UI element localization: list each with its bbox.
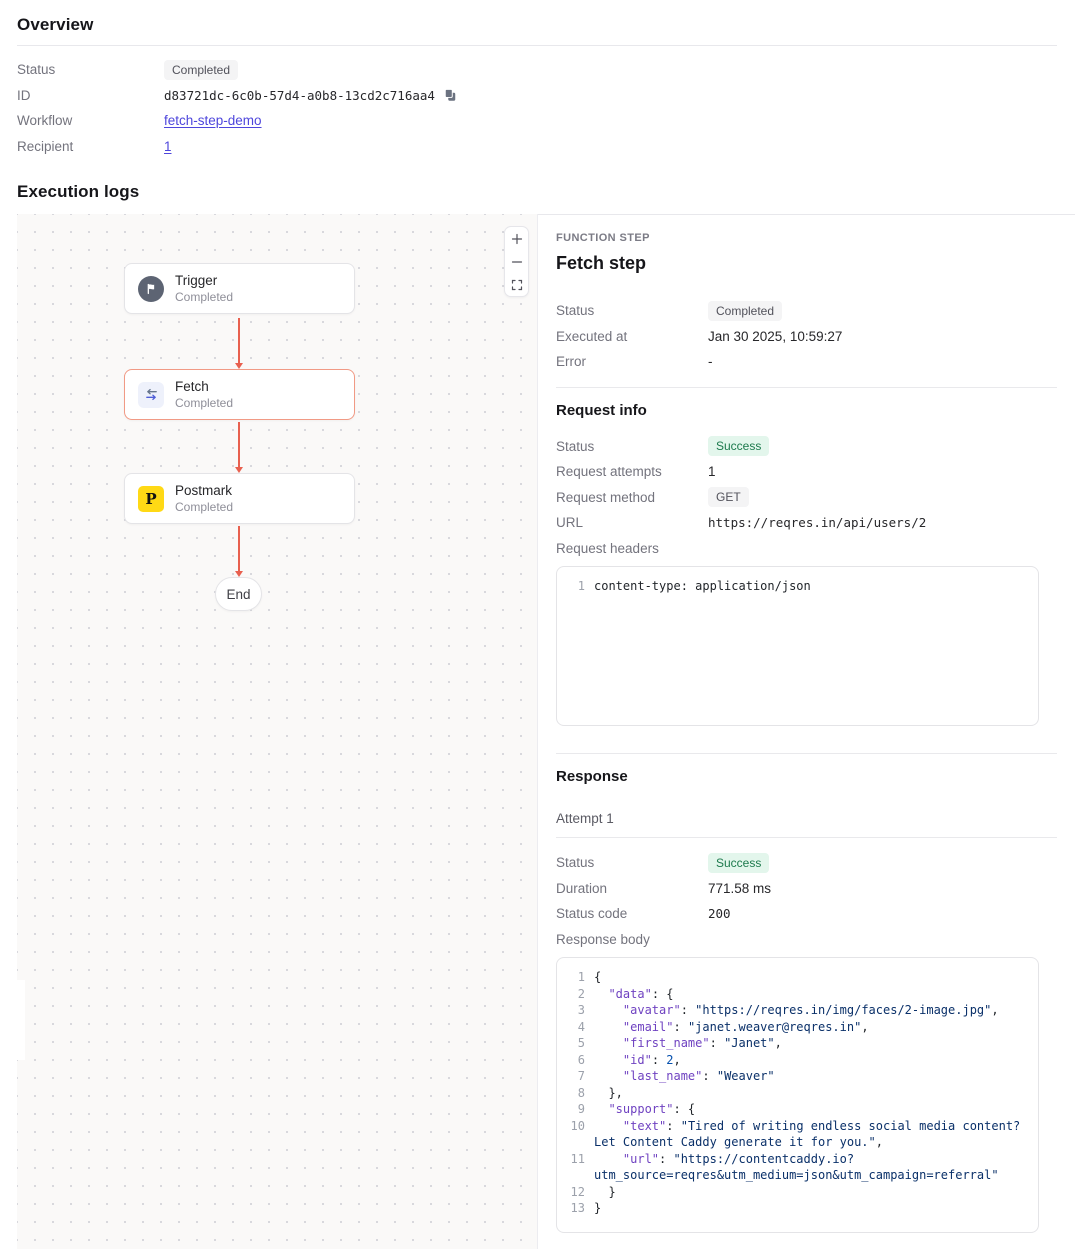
canvas-zoom-controls [504, 226, 529, 297]
overview-section: Overview Status Completed ID d83721dc-6c… [17, 0, 1057, 159]
workflow-link[interactable]: fetch-step-demo [164, 113, 262, 129]
response-status-row: Status Success [556, 850, 1057, 876]
executed-at-row: Executed at Jan 30 2025, 10:59:27 [556, 324, 1057, 350]
edge-postmark-end [235, 526, 243, 577]
divider [556, 837, 1057, 838]
overview-recipient-row: Recipient 1 [17, 134, 1057, 160]
node-status: Completed [175, 500, 234, 514]
request-headers-label: Request headers [556, 540, 659, 556]
attempt-label: Attempt 1 [556, 811, 614, 826]
canvas-overlay-notch [17, 980, 25, 1060]
page-title: Overview [17, 15, 94, 34]
response-title: Response [556, 768, 628, 785]
duration-value: 771.58 ms [708, 880, 772, 896]
url-label: URL [556, 515, 584, 531]
step-detail-panel: FUNCTION STEP Fetch step Status Complete… [538, 214, 1075, 1249]
execution-logs-title: Execution logs [17, 182, 140, 201]
request-method-row: Request method GET [556, 485, 1057, 511]
overview-status-row: Status Completed [17, 57, 1057, 83]
plus-icon [511, 233, 523, 245]
status-code-value: 200 [708, 906, 731, 922]
zoom-out-button[interactable] [505, 250, 528, 273]
status-label: Status [556, 303, 595, 319]
method-badge: GET [708, 487, 749, 508]
status-badge: Completed [164, 59, 239, 80]
attempts-label: Request attempts [556, 464, 662, 480]
error-value: - [708, 354, 713, 370]
flag-icon [138, 275, 164, 302]
executed-at-label: Executed at [556, 328, 628, 344]
copy-icon [443, 88, 457, 102]
error-row: Error - [556, 349, 1057, 375]
request-info-title: Request info [556, 401, 647, 419]
transaction-id: d83721dc-6c0b-57d4-a0b8-13cd2c716aa4 [164, 87, 435, 103]
duration-label: Duration [556, 880, 608, 896]
status-label: Status [556, 855, 595, 871]
node-title: Fetch [175, 379, 209, 394]
workflow-canvas[interactable]: Trigger Completed Fetch Completed [17, 214, 538, 1249]
node-title: Trigger [175, 273, 218, 288]
fullscreen-icon [511, 279, 523, 291]
edge-trigger-fetch [235, 318, 243, 369]
copy-id-button[interactable] [443, 88, 457, 102]
workflow-node-trigger[interactable]: Trigger Completed [124, 263, 355, 314]
request-status-badge: Success [708, 436, 770, 457]
step-status-row: Status Completed [556, 298, 1057, 324]
step-type-kicker: FUNCTION STEP [556, 232, 650, 244]
swap-arrows-icon [138, 381, 164, 408]
recipient-label: Recipient [17, 138, 74, 154]
response-body-code: 1{2 "data": {3 "avatar": "https://reqres… [556, 957, 1039, 1233]
response-body-row: Response body [556, 927, 1057, 953]
method-label: Request method [556, 489, 656, 505]
response-body-label: Response body [556, 931, 650, 947]
step-status-badge: Completed [708, 300, 783, 321]
overview-id-row: ID d83721dc-6c0b-57d4-a0b8-13cd2c716aa4 [17, 83, 1057, 109]
request-url-row: URL https://reqres.in/api/users/2 [556, 510, 1057, 536]
minus-icon [511, 256, 523, 268]
response-status-badge: Success [708, 852, 770, 873]
id-label: ID [17, 87, 31, 103]
request-status-row: Status Success [556, 434, 1057, 460]
fit-view-button[interactable] [505, 273, 528, 296]
node-title: Postmark [175, 483, 233, 498]
divider [556, 753, 1057, 754]
status-code-label: Status code [556, 906, 628, 922]
executed-at-value: Jan 30 2025, 10:59:27 [708, 328, 843, 344]
url-value: https://reqres.in/api/users/2 [708, 515, 927, 531]
edge-fetch-postmark [235, 422, 243, 473]
divider [17, 45, 1057, 46]
status-code-row: Status code 200 [556, 901, 1057, 927]
node-status: Completed [175, 290, 234, 304]
workflow-node-end: End [215, 577, 262, 611]
request-attempts-row: Request attempts 1 [556, 459, 1057, 485]
workflow-label: Workflow [17, 113, 73, 129]
status-label: Status [556, 438, 595, 454]
postmark-icon: P [138, 485, 164, 512]
node-status: Completed [175, 396, 234, 410]
status-label: Status [17, 62, 56, 78]
workflow-node-postmark[interactable]: P Postmark Completed [124, 473, 355, 524]
duration-row: Duration 771.58 ms [556, 876, 1057, 902]
zoom-in-button[interactable] [505, 227, 528, 250]
request-headers-code: 1 content-type: application/json [556, 566, 1039, 726]
workflow-node-fetch[interactable]: Fetch Completed [124, 369, 355, 420]
recipient-link[interactable]: 1 [164, 138, 172, 154]
attempts-value: 1 [708, 464, 716, 480]
error-label: Error [556, 354, 586, 370]
divider [556, 386, 1057, 388]
step-title: Fetch step [556, 253, 647, 273]
overview-workflow-row: Workflow fetch-step-demo [17, 108, 1057, 134]
request-headers-row: Request headers [556, 536, 1057, 562]
